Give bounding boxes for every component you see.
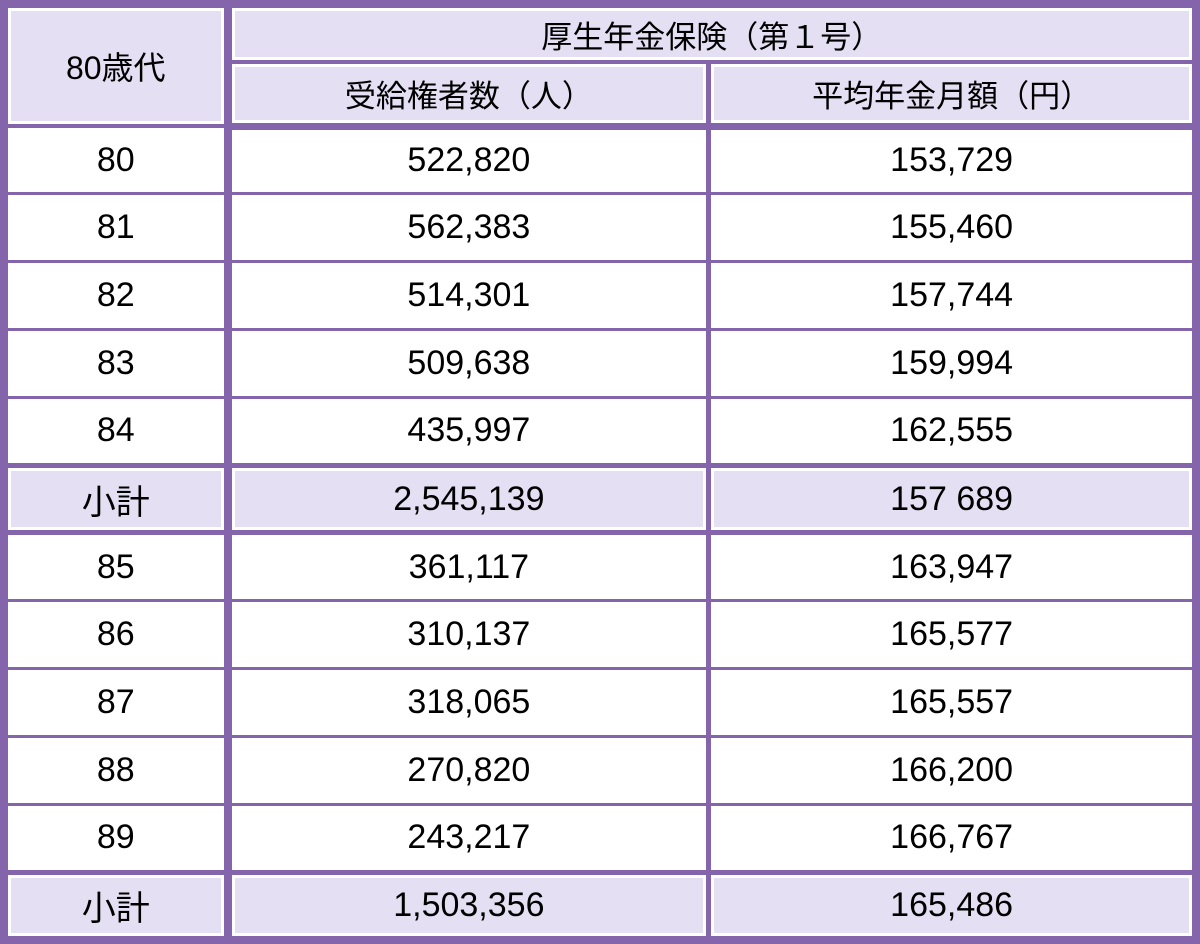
average-pension-cell: 165,577	[708, 600, 1196, 671]
beneficiary-count-cell: 1,503,356	[227, 869, 712, 940]
average-pension-cell: 155,460	[708, 193, 1196, 264]
age-group-header: 80歳代	[4, 4, 232, 128]
age-cell: 87	[4, 668, 232, 738]
average-pension-cell: 165,557	[708, 668, 1196, 738]
beneficiary-count-cell: 522,820	[227, 126, 712, 196]
data-row: 80 522,820 153,729	[4, 126, 1196, 196]
insurance-span-header: 厚生年金保険（第１号）	[227, 4, 1196, 64]
data-row: 88 270,820 166,200	[4, 736, 1196, 806]
average-pension-cell: 166,200	[708, 736, 1196, 806]
age-cell: 小計	[4, 462, 232, 536]
col-header-beneficiaries: 受給権者数（人）	[227, 62, 712, 130]
age-cell: 80	[4, 126, 232, 196]
data-row: 81 562,383 155,460	[4, 193, 1196, 264]
beneficiary-count-cell: 310,137	[227, 600, 712, 671]
header-row-2: 受給権者数（人） 平均年金月額（円）	[4, 62, 1196, 130]
age-cell: 84	[4, 397, 232, 467]
age-cell: 89	[4, 804, 232, 874]
beneficiary-count-cell: 270,820	[227, 736, 712, 806]
beneficiary-count-cell: 2,545,139	[227, 462, 712, 536]
table-header: 80歳代 厚生年金保険（第１号） 受給権者数（人） 平均年金月額（円）	[4, 4, 1196, 130]
beneficiary-count-cell: 562,383	[227, 193, 712, 264]
data-row: 84 435,997 162,555	[4, 397, 1196, 467]
average-pension-cell: 163,947	[708, 532, 1196, 603]
data-row: 83 509,638 159,994	[4, 329, 1196, 399]
age-cell: 小計	[4, 869, 232, 940]
average-pension-cell: 162,555	[708, 397, 1196, 467]
beneficiary-count-cell: 435,997	[227, 397, 712, 467]
average-pension-cell: 166,767	[708, 804, 1196, 874]
average-pension-cell: 157,744	[708, 261, 1196, 331]
data-row: 89 243,217 166,767	[4, 804, 1196, 874]
age-cell: 83	[4, 329, 232, 399]
age-cell: 81	[4, 193, 232, 264]
data-row: 86 310,137 165,577	[4, 600, 1196, 671]
average-pension-cell: 157 689	[708, 462, 1196, 536]
data-row: 82 514,301 157,744	[4, 261, 1196, 331]
average-pension-cell: 159,994	[708, 329, 1196, 399]
data-row: 85 361,117 163,947	[4, 532, 1196, 603]
average-pension-cell: 165,486	[708, 869, 1196, 940]
data-row: 87 318,065 165,557	[4, 668, 1196, 738]
beneficiary-count-cell: 514,301	[227, 261, 712, 331]
age-cell: 88	[4, 736, 232, 806]
col-header-average-pension: 平均年金月額（円）	[708, 62, 1196, 130]
beneficiary-count-cell: 318,065	[227, 668, 712, 738]
beneficiary-count-cell: 243,217	[227, 804, 712, 874]
age-cell: 85	[4, 532, 232, 603]
table-body: 80 522,820 153,729 81 562,383 155,460 82 514,30…	[4, 126, 1196, 940]
subtotal-row: 小計 2,545,139 157 689	[4, 462, 1196, 536]
age-cell: 86	[4, 600, 232, 671]
beneficiary-count-cell: 361,117	[227, 532, 712, 603]
header-row-1: 80歳代 厚生年金保険（第１号）	[4, 4, 1196, 128]
subtotal-row: 小計 1,503,356 165,486	[4, 869, 1196, 940]
average-pension-cell: 153,729	[708, 126, 1196, 196]
age-cell: 82	[4, 261, 232, 331]
beneficiary-count-cell: 509,638	[227, 329, 712, 399]
